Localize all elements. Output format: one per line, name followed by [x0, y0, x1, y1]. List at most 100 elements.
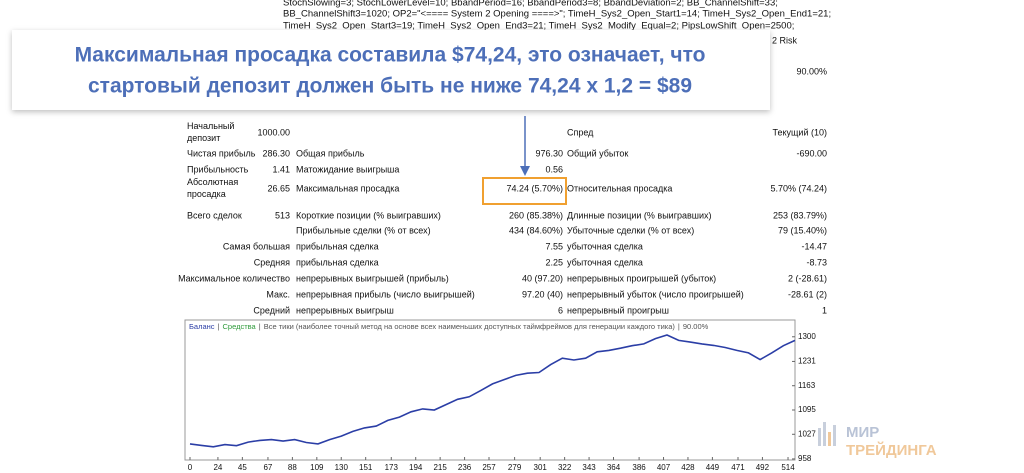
row-label: Общий убыток — [567, 148, 628, 158]
highlight-box — [482, 177, 567, 205]
row-label: непрерывный убыток (число проигрышей) — [567, 289, 744, 299]
x-tick-label: 236 — [458, 463, 472, 472]
cell-value: -8.73 — [806, 257, 827, 267]
row-label: Чистая прибыль — [187, 148, 256, 158]
cell-value: 253 (83.79%) — [773, 210, 827, 220]
logo-text: ТРЕЙДИНГА — [846, 441, 937, 459]
cell-value: 26.65 — [267, 183, 290, 193]
x-tick-label: 173 — [385, 463, 399, 472]
y-tick-label: 1231 — [798, 357, 816, 366]
row-label: Всего сделок — [187, 210, 242, 220]
x-tick-label: 88 — [288, 463, 297, 472]
cell-value: 40 (97.20) — [522, 273, 563, 283]
legend-sep: | — [259, 322, 261, 331]
cell-value: 6 — [558, 305, 563, 315]
y-tick-label: 1027 — [798, 429, 816, 438]
x-tick-label: 194 — [409, 463, 423, 472]
logo: МИР ТРЕЙДИНГА — [818, 422, 937, 459]
row-label: Макс. — [266, 289, 290, 299]
x-tick-label: 215 — [433, 463, 447, 472]
cell-value: 2 (-28.61) — [788, 273, 827, 283]
chart-frame — [184, 319, 796, 461]
row-label: Самая большая — [223, 241, 290, 251]
row-label: Прибыльные сделки (% от всех) — [296, 225, 431, 235]
row-label: Спред — [567, 127, 594, 137]
x-tick-label: 130 — [335, 463, 349, 472]
row-label: прибыльная сделка — [296, 241, 379, 251]
cell-value: 0.56 — [545, 164, 563, 174]
y-tick-label: 958 — [798, 454, 812, 463]
row-label: Начальный депозит — [187, 121, 234, 143]
y-tick-label: 1095 — [798, 405, 816, 414]
logo-text: МИР — [846, 424, 879, 441]
row-label: Средний — [253, 305, 290, 315]
cell-value: -690.00 — [796, 148, 827, 158]
row-label: непрерывных выигрышей (прибыль) — [296, 273, 449, 283]
x-tick-label: 109 — [310, 463, 324, 472]
cell-value: 97.20 (40) — [522, 289, 563, 299]
row-label: Относительная просадка — [567, 183, 672, 193]
row-label: Убыточные сделки (% от всех) — [567, 225, 694, 235]
x-tick-label: 257 — [482, 463, 496, 472]
x-tick-label: 322 — [558, 463, 572, 472]
row-label: непрерывных выигрыш — [296, 305, 394, 315]
cell-value: -14.47 — [801, 241, 827, 251]
x-tick-label: 279 — [508, 463, 522, 472]
cell-value: 513 — [275, 210, 290, 220]
x-tick-label: 471 — [731, 463, 745, 472]
cell-value: 286.30 — [262, 148, 290, 158]
x-tick-label: 301 — [534, 463, 548, 472]
cell-value: 434 (84.60%) — [509, 225, 563, 235]
callout-box — [12, 30, 770, 110]
callout-text: стартовый депозит должен быть не ниже 74… — [88, 75, 692, 98]
balance-line — [189, 334, 796, 448]
cell-value: 1 — [822, 305, 827, 315]
cell-value: 74.24 (5.70%) — [506, 183, 563, 193]
row-label: Короткие позиции (% выигравших) — [296, 210, 441, 220]
row-label: Общая прибыль — [296, 148, 365, 158]
x-tick-label: 428 — [681, 463, 695, 472]
x-tick-label: 364 — [607, 463, 621, 472]
chart: 958 1027 1095 1163 1231 1300 0 24 45 67 88 109 130 15… — [188, 322, 817, 472]
x-tick-label: 343 — [582, 463, 596, 472]
cell-value: 5.70% (74.24) — [770, 183, 827, 193]
x-tick-label: 0 — [188, 463, 193, 472]
x-tick-label: 407 — [657, 463, 671, 472]
cell-value: 1.41 — [272, 164, 290, 174]
x-tick-label: 151 — [359, 463, 373, 472]
legend: Баланс | Средства | Все тики (наиболее точны… — [189, 322, 709, 331]
row-label: убыточная сделка — [567, 241, 643, 251]
param-line: TimeH_Sys2_Open_Start3=19; TimeH_Sys2_Op… — [283, 21, 794, 32]
legend-sep: | — [678, 322, 680, 331]
x-tick-label: 67 — [263, 463, 272, 472]
risk-label: 2 Risk — [772, 35, 798, 45]
legend-model: Все тики (наиболее точный метод на основ… — [264, 322, 676, 331]
y-tick-label: 1163 — [798, 381, 816, 390]
cell-value: -28.61 (2) — [788, 289, 827, 299]
row-label: прибыльная сделка — [296, 257, 379, 267]
cell-value: 260 (85.38%) — [509, 210, 563, 220]
risk-value: 90.00% — [796, 66, 827, 76]
row-label: непрерывных проигрышей (убыток) — [567, 273, 716, 283]
x-tick-label: 24 — [213, 463, 222, 472]
cell-value: 7.55 — [545, 241, 563, 251]
x-tick-label: 492 — [756, 463, 770, 472]
legend-sep: | — [218, 322, 220, 331]
row-label: Длинные позиции (% выигравших) — [567, 210, 712, 220]
row-label: убыточная сделка — [567, 257, 643, 267]
row-label: Максимальная просадка — [296, 183, 399, 193]
cell-value: 79 (15.40%) — [778, 225, 827, 235]
legend-quality: 90.00% — [683, 322, 709, 331]
x-tick-label: 514 — [781, 463, 795, 472]
row-label: Абсолютная просадка — [187, 177, 238, 199]
parameters: StochSlowing=3; StochLowerLevel=10; Bban… — [283, 0, 831, 76]
x-tick-label: 449 — [706, 463, 720, 472]
row-label: Прибыльность — [187, 164, 249, 174]
cell-value: 1000.00 — [257, 127, 290, 137]
row-label: Максимальное количество — [178, 273, 290, 283]
callout-text: Максимальная просадка составила $74,24, … — [75, 44, 706, 67]
legend-equity: Средства — [223, 322, 257, 331]
y-tick-label: 1300 — [798, 332, 816, 341]
cell-value: Текущий (10) — [772, 127, 827, 137]
